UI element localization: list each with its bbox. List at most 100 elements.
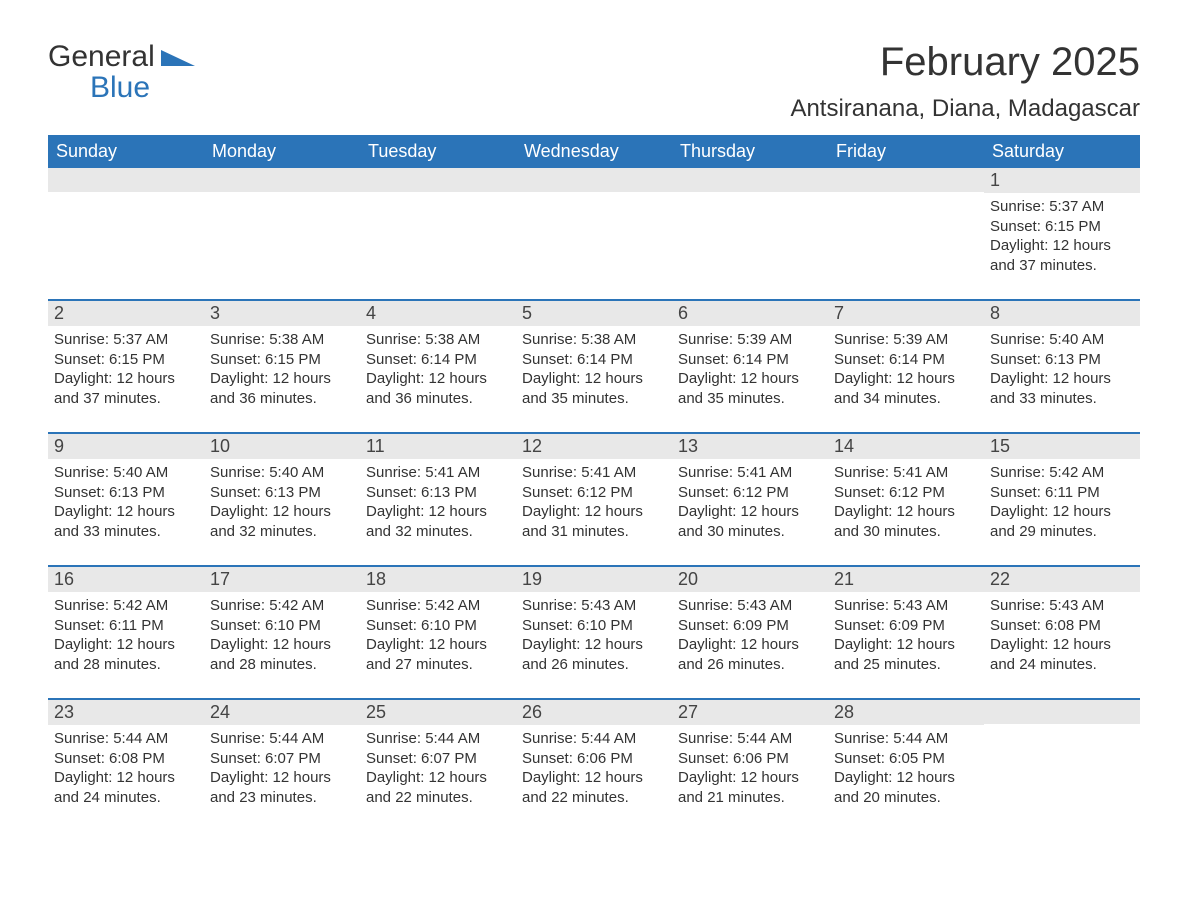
sunrise-label: Sunrise: [366,331,421,348]
page-header: General Blue February 2025 Antsiranana, … [48,40,1140,123]
day-detail: Sunrise: 5:40 AMSunset: 6:13 PMDaylight:… [984,326,1140,414]
sunrise-line: Sunrise: 5:42 AM [210,596,354,616]
daylight-label: Daylight: [210,769,268,786]
day-number: 19 [516,567,672,592]
weekday-header: Saturday [984,135,1140,168]
sunrise-line: Sunrise: 5:43 AM [834,596,978,616]
day-cell: 14Sunrise: 5:41 AMSunset: 6:12 PMDayligh… [828,434,984,547]
sunset-value: 6:14 PM [577,351,633,368]
day-cell: 22Sunrise: 5:43 AMSunset: 6:08 PMDayligh… [984,567,1140,680]
sunset-label: Sunset: [678,617,729,634]
sunset-value: 6:07 PM [421,750,477,767]
sunset-label: Sunset: [678,750,729,767]
daylight-label: Daylight: [990,636,1048,653]
sunset-value: 6:12 PM [577,484,633,501]
day-cell: 4Sunrise: 5:38 AMSunset: 6:14 PMDaylight… [360,301,516,414]
day-cell [204,168,360,281]
day-number [984,700,1140,724]
sunrise-line: Sunrise: 5:44 AM [522,729,666,749]
daylight-line: Daylight: 12 hours and 30 minutes. [834,502,978,541]
sunset-value: 6:07 PM [265,750,321,767]
sunset-line: Sunset: 6:08 PM [54,749,198,769]
sunset-value: 6:08 PM [1045,617,1101,634]
sunset-label: Sunset: [522,484,573,501]
sunrise-label: Sunrise: [210,331,265,348]
day-number: 20 [672,567,828,592]
sunset-label: Sunset: [990,617,1041,634]
sunset-label: Sunset: [54,351,105,368]
daylight-line: Daylight: 12 hours and 23 minutes. [210,768,354,807]
daylight-label: Daylight: [990,503,1048,520]
sunset-label: Sunset: [834,750,885,767]
sunrise-value: 5:43 AM [737,597,792,614]
sunrise-value: 5:42 AM [425,597,480,614]
daylight-label: Daylight: [678,370,736,387]
daylight-label: Daylight: [210,503,268,520]
day-number: 7 [828,301,984,326]
day-cell: 10Sunrise: 5:40 AMSunset: 6:13 PMDayligh… [204,434,360,547]
sunrise-label: Sunrise: [834,464,889,481]
sunset-line: Sunset: 6:13 PM [210,483,354,503]
sunrise-line: Sunrise: 5:44 AM [210,729,354,749]
daylight-line: Daylight: 12 hours and 24 minutes. [990,635,1134,674]
daylight-line: Daylight: 12 hours and 37 minutes. [54,369,198,408]
day-detail: Sunrise: 5:44 AMSunset: 6:07 PMDaylight:… [204,725,360,813]
sunrise-line: Sunrise: 5:44 AM [366,729,510,749]
sunrise-line: Sunrise: 5:38 AM [366,330,510,350]
day-number: 3 [204,301,360,326]
sunset-value: 6:11 PM [1045,484,1100,501]
daylight-line: Daylight: 12 hours and 30 minutes. [678,502,822,541]
day-cell: 11Sunrise: 5:41 AMSunset: 6:13 PMDayligh… [360,434,516,547]
daylight-label: Daylight: [834,370,892,387]
day-cell [828,168,984,281]
day-cell [360,168,516,281]
sunrise-line: Sunrise: 5:43 AM [678,596,822,616]
sunset-value: 6:09 PM [889,617,945,634]
daylight-label: Daylight: [678,503,736,520]
day-detail: Sunrise: 5:42 AMSunset: 6:10 PMDaylight:… [204,592,360,680]
location-subtitle: Antsiranana, Diana, Madagascar [790,95,1140,123]
day-cell: 21Sunrise: 5:43 AMSunset: 6:09 PMDayligh… [828,567,984,680]
sunrise-line: Sunrise: 5:39 AM [678,330,822,350]
day-number: 11 [360,434,516,459]
sunrise-value: 5:41 AM [893,464,948,481]
sunset-line: Sunset: 6:15 PM [990,217,1134,237]
sunrise-value: 5:37 AM [113,331,168,348]
sunset-label: Sunset: [678,351,729,368]
sunrise-value: 5:41 AM [737,464,792,481]
day-number: 22 [984,567,1140,592]
sunrise-value: 5:39 AM [893,331,948,348]
daylight-line: Daylight: 12 hours and 21 minutes. [678,768,822,807]
sunrise-line: Sunrise: 5:41 AM [834,463,978,483]
sunrise-value: 5:39 AM [737,331,792,348]
sunset-line: Sunset: 6:14 PM [522,350,666,370]
sunset-label: Sunset: [54,750,105,767]
sunrise-value: 5:44 AM [269,730,324,747]
day-number [828,168,984,192]
day-detail: Sunrise: 5:38 AMSunset: 6:14 PMDaylight:… [516,326,672,414]
sunset-value: 6:11 PM [109,617,164,634]
daylight-line: Daylight: 12 hours and 24 minutes. [54,768,198,807]
sunrise-label: Sunrise: [834,730,889,747]
sunrise-label: Sunrise: [990,331,1045,348]
sunrise-line: Sunrise: 5:40 AM [54,463,198,483]
sunrise-value: 5:44 AM [581,730,636,747]
sunrise-line: Sunrise: 5:40 AM [990,330,1134,350]
daylight-label: Daylight: [210,636,268,653]
sunset-line: Sunset: 6:15 PM [210,350,354,370]
sunset-line: Sunset: 6:14 PM [834,350,978,370]
sunset-label: Sunset: [210,484,261,501]
daylight-line: Daylight: 12 hours and 36 minutes. [210,369,354,408]
sunset-value: 6:15 PM [109,351,165,368]
day-detail: Sunrise: 5:41 AMSunset: 6:13 PMDaylight:… [360,459,516,547]
sunset-value: 6:13 PM [1045,351,1101,368]
sunrise-value: 5:38 AM [581,331,636,348]
logo-text-blue: Blue [90,71,195,105]
day-cell: 13Sunrise: 5:41 AMSunset: 6:12 PMDayligh… [672,434,828,547]
sunset-line: Sunset: 6:05 PM [834,749,978,769]
week-row: 9Sunrise: 5:40 AMSunset: 6:13 PMDaylight… [48,432,1140,547]
daylight-line: Daylight: 12 hours and 33 minutes. [54,502,198,541]
daylight-line: Daylight: 12 hours and 22 minutes. [522,768,666,807]
sunset-label: Sunset: [210,351,261,368]
daylight-label: Daylight: [678,636,736,653]
